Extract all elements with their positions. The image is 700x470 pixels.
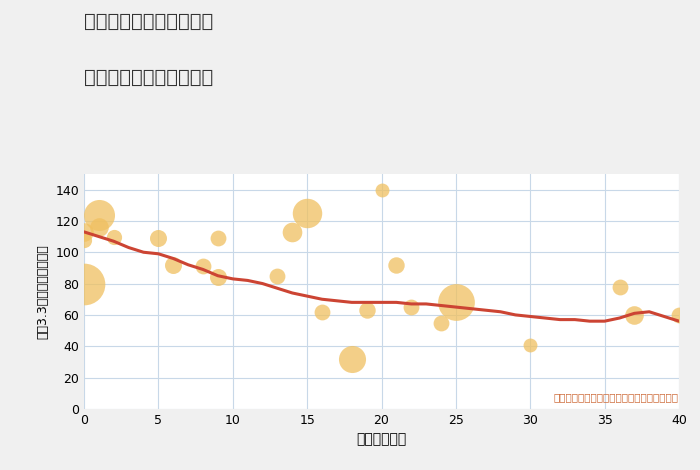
Point bbox=[272, 272, 283, 280]
Point bbox=[525, 341, 536, 348]
Point bbox=[287, 228, 298, 235]
Point bbox=[302, 209, 313, 217]
Point bbox=[435, 319, 447, 327]
Text: 円の大きさは、取引のあった物件面積を示す: 円の大きさは、取引のあった物件面積を示す bbox=[554, 392, 679, 402]
Point bbox=[316, 308, 328, 315]
Point bbox=[450, 298, 461, 306]
Point bbox=[197, 263, 209, 270]
Point bbox=[93, 223, 104, 231]
Point bbox=[78, 236, 90, 243]
Point bbox=[629, 311, 640, 319]
Point bbox=[78, 280, 90, 287]
Point bbox=[406, 303, 417, 311]
Text: 築年数別中古戸建て価格: 築年数別中古戸建て価格 bbox=[84, 68, 214, 87]
Point bbox=[168, 261, 179, 268]
Y-axis label: 坪（3.3㎡）単価（万円）: 坪（3.3㎡）単価（万円） bbox=[36, 244, 50, 339]
Point bbox=[391, 261, 402, 268]
Point bbox=[614, 283, 625, 290]
Point bbox=[108, 233, 119, 240]
Point bbox=[212, 274, 223, 281]
Point bbox=[673, 311, 685, 319]
Text: 福岡県福岡市西区西都の: 福岡県福岡市西区西都の bbox=[84, 12, 214, 31]
Point bbox=[153, 235, 164, 242]
Point bbox=[361, 306, 372, 314]
Point bbox=[93, 211, 104, 219]
Point bbox=[78, 228, 90, 235]
X-axis label: 築年数（年）: 築年数（年） bbox=[356, 432, 407, 446]
Point bbox=[212, 235, 223, 242]
Point bbox=[376, 186, 387, 193]
Point bbox=[346, 355, 357, 362]
